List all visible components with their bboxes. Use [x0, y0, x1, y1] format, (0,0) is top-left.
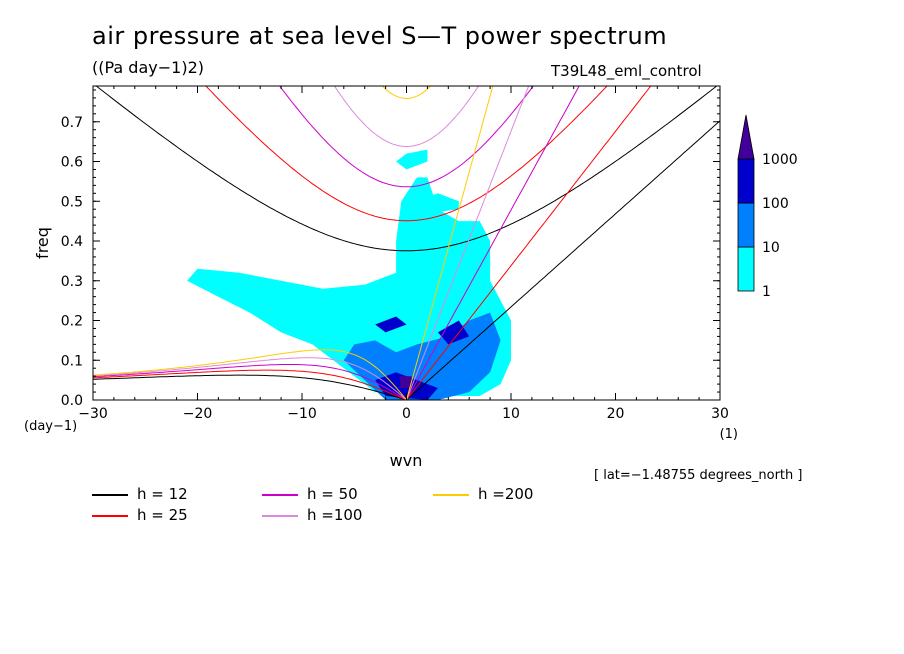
curve-rossby-0	[93, 374, 407, 400]
colorbar-label: 100	[762, 196, 789, 212]
curve-rossby-3	[93, 357, 407, 400]
curve-rossby-2	[93, 364, 407, 400]
curve-kelvin-2	[406, 86, 580, 400]
y-unit-label: (day−1)	[24, 419, 77, 434]
curve-kelvin-3	[406, 86, 530, 400]
legend-label: h = 12	[137, 485, 188, 503]
chart-title: air pressure at sea level S—T power spec…	[92, 22, 668, 50]
curve-gravity-0	[95, 86, 718, 252]
y-tick-label: 0.0	[61, 393, 83, 409]
x-tick-label: 10	[502, 406, 520, 422]
colorbar-segment-1	[737, 246, 755, 292]
curve-rossby-4	[93, 349, 407, 400]
legend-swatch	[433, 494, 469, 496]
legend-swatch	[92, 515, 128, 517]
y-tick-label: 0.7	[61, 115, 83, 131]
contour-level-100	[375, 316, 407, 333]
colorbar-label: 1000	[762, 152, 798, 168]
x-tick-label: −20	[183, 406, 213, 422]
curve-gravity-1	[205, 86, 608, 222]
y-tick-label: 0.3	[61, 274, 83, 290]
y-axis-label: freq	[33, 227, 52, 259]
dispersion-curves	[93, 86, 720, 400]
legend-swatch	[92, 494, 128, 496]
y-tick-label: 0.2	[61, 314, 83, 330]
y-tick-label: 0.6	[61, 155, 83, 171]
x-tick-label: −30	[78, 406, 108, 422]
curve-kelvin-4	[406, 86, 494, 400]
contour-level-1	[396, 149, 428, 170]
x-tick-label: 30	[711, 406, 729, 422]
curve-gravity-4	[381, 86, 432, 100]
legend-label: h =200	[478, 485, 534, 503]
x-tick-label: 20	[607, 406, 625, 422]
x-tick-label: 0	[402, 406, 411, 422]
contour-level-100	[437, 320, 470, 345]
y-tick-label: 0.1	[61, 353, 83, 369]
legend-label: h = 25	[137, 506, 188, 524]
x-unit-label: (1)	[720, 427, 738, 442]
x-axis-label: wvn	[390, 451, 423, 470]
legend-swatch	[262, 494, 298, 496]
axes: −30 −20 −10 0 10 20 30 0.0 0.1 0.2 0.3 0.4 0.5 0.6 0.7…	[24, 86, 738, 470]
legend-label: h =100	[307, 506, 363, 524]
x-tick-label: −10	[287, 406, 317, 422]
contour-level-1000	[400, 376, 412, 389]
curve-kelvin-0	[406, 120, 720, 400]
colorbar-segment-1000	[737, 114, 755, 160]
y-tick-label: 0.5	[61, 194, 83, 210]
legend-swatch	[262, 515, 298, 517]
latitude-note: [ lat=−1.48755 degrees_north ]	[594, 468, 803, 483]
y-tick-label: 0.4	[61, 234, 83, 250]
colorbar-label: 1	[762, 284, 771, 300]
curve-gravity-2	[279, 86, 534, 188]
curve-kelvin-1	[406, 86, 652, 400]
colorbar-segment-10	[737, 202, 755, 248]
colorbar-label: 10	[762, 240, 780, 256]
curve-gravity-3	[333, 86, 480, 148]
colorbar-segment-100	[737, 158, 755, 204]
chart-units: ((Pa day−1)2)	[92, 58, 204, 77]
contour-level-1	[417, 193, 459, 214]
run-label: T39L48_eml_control	[551, 62, 702, 80]
curve-rossby-1	[93, 369, 407, 400]
colorbar: 1 10 100 1000	[737, 114, 798, 300]
legend-label: h = 50	[307, 485, 358, 503]
